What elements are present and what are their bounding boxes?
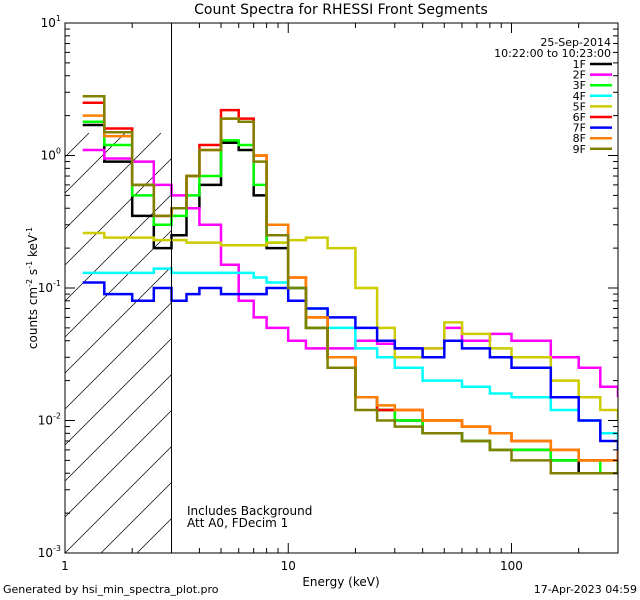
footer-timestamp: 17-Apr-2023 04:59 (533, 583, 637, 596)
hatch-line (245, 133, 640, 553)
series-6F (82, 101, 618, 462)
series-5F (82, 231, 618, 421)
hatch-line (533, 133, 640, 553)
hatch-line (317, 133, 640, 553)
hatch-line (65, 301, 172, 410)
hatch-line (65, 337, 172, 446)
hatch-line (605, 133, 640, 553)
hatch-line (65, 445, 172, 553)
series-7F (82, 281, 618, 461)
hatch-line (65, 132, 90, 158)
series-4F (82, 267, 618, 450)
hatch-line (65, 193, 172, 302)
legend-label-9F: 9F (573, 143, 586, 156)
hatch-line (497, 133, 640, 553)
legend-label-5F: 5F (573, 100, 586, 113)
y-tick-label: 10-1 (38, 279, 61, 295)
annotation-background: Includes Background (187, 504, 312, 518)
time-range-label: 10:22:00 to 10:23:00 (494, 47, 611, 60)
footer-generated-by: Generated by hsi_min_spectra_plot.pro (3, 583, 219, 596)
chart-title: Count Spectra for RHESSI Front Segments (194, 2, 488, 18)
y-axis-label: counts cm-2 s-1 keV-1 (25, 227, 40, 349)
hatch-line (281, 133, 640, 553)
legend-label-3F: 3F (573, 79, 586, 92)
series-3F (82, 120, 618, 475)
series-9F (82, 95, 618, 475)
legend-label-7F: 7F (573, 122, 586, 135)
legend-label-6F: 6F (573, 111, 586, 124)
legend-label-1F: 1F (573, 58, 586, 71)
annotation-attenuator: Att A0, FDecim 1 (187, 516, 288, 530)
hatch-line (65, 373, 172, 482)
legend-label-8F: 8F (573, 132, 586, 145)
hatch-line (65, 157, 172, 266)
y-tick-label: 10-2 (38, 412, 61, 428)
below-threshold-hatch (65, 132, 640, 553)
legend-label-4F: 4F (573, 90, 586, 103)
x-tick-label: 1 (61, 559, 69, 573)
hatch-line (569, 133, 640, 553)
axes: 1 10 100 10-3 10-2 10-1 100 101 (38, 14, 619, 573)
plot-frame (64, 22, 619, 554)
x-tick-label: 100 (500, 559, 523, 573)
y-tick-label: 100 (41, 147, 61, 163)
y-tick-label: 10-3 (38, 544, 61, 560)
series-1F (82, 123, 618, 475)
series-2F (82, 148, 618, 398)
series-layer (82, 95, 618, 475)
y-tick-label: 101 (41, 14, 61, 30)
hatch-line (425, 133, 640, 553)
hatch-line (100, 481, 172, 553)
x-axis-label: Energy (keV) (302, 575, 379, 589)
hatch-line (65, 132, 162, 230)
hatch-line (65, 265, 172, 374)
hatch-line (65, 409, 172, 518)
x-tick-label: 10 (281, 559, 296, 573)
hatch-line (65, 132, 126, 194)
hatch-line (389, 133, 640, 553)
hatch-line (209, 133, 629, 553)
legend-label-2F: 2F (573, 69, 586, 82)
date-label: 25-Sep-2014 (540, 36, 611, 49)
